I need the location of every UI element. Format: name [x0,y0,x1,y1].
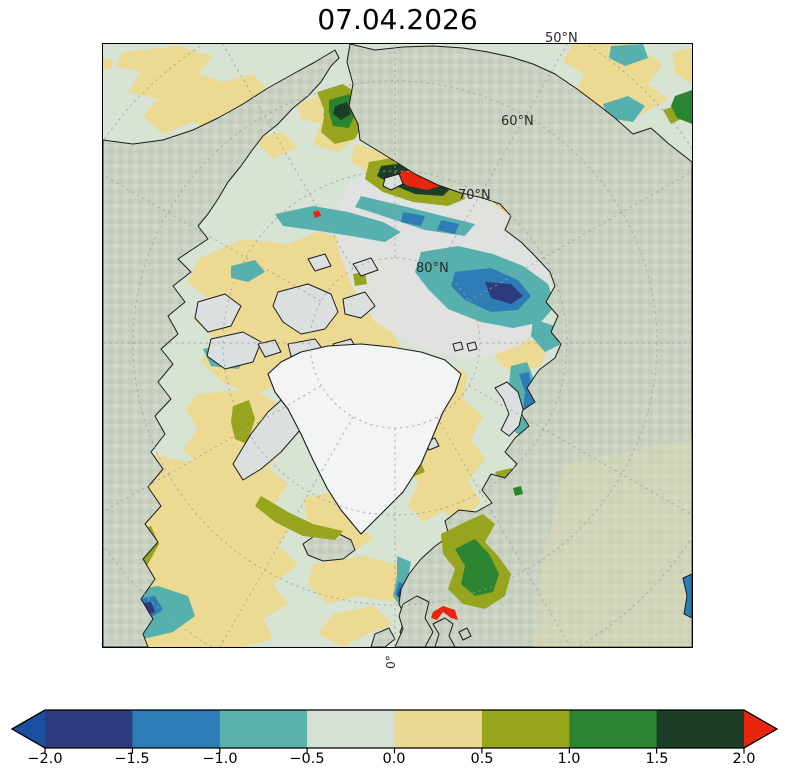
se-land-tint [533,439,692,647]
colorbar-tick-marks [44,748,745,754]
colorbar-tick-label: 0.5 [470,751,494,767]
ellesmere-island [272,283,339,335]
colorbar-tick-label: 1.5 [645,751,669,767]
baltic-green [455,539,499,596]
colorbar-under-arrow [12,710,45,748]
colorbar-band [394,710,483,748]
colorbar-band [45,710,133,748]
north-america-mainland [103,49,340,647]
land-layer [103,44,692,647]
colorbar-band [219,710,308,748]
polar-map [102,43,693,648]
colorbar-band [569,710,658,748]
denmark-red-spot [431,606,458,620]
colorbar-tick-label: −1.0 [202,751,238,767]
novaya-zemlya [494,381,524,437]
ireland [370,627,396,647]
banks-island [194,293,242,333]
lon-label-0: 0° [383,655,398,669]
denmark-isle [458,627,472,641]
colorbar-tick-labels: −2.0 −1.5 −1.0 −0.5 0.0 0.5 1.0 1.5 2.0 [0,751,795,777]
russia-eurasia [346,44,692,647]
denmark [432,617,456,647]
colorbar-tick-label: 2.0 [732,751,756,767]
colorbar-canvas [10,709,779,754]
polar-map-canvas [103,44,692,647]
lat-label-70n: 70°N [458,188,491,203]
colorbar-over-arrow [744,710,777,748]
figure-title: 07.04.2026 [317,3,478,36]
colorbar-tick-label: −0.5 [289,751,325,767]
uk [394,595,434,647]
colorbar-tick-label: 0.0 [382,751,406,767]
victoria-island [206,331,262,370]
colorbar-band [481,710,570,748]
lat-label-60n: 60°N [501,114,534,129]
right-edge-lake [682,573,692,619]
greenland [267,343,462,535]
colorbar-band [656,710,744,748]
colorbar [0,705,795,783]
graticule-layer [103,44,692,647]
colorbar-band [307,710,396,748]
sw-greenland-olive [255,496,343,540]
colorbar-tick-label: 1.0 [557,751,581,767]
colorbar-tick-label: −2.0 [27,751,63,767]
lat-label-80n: 80°N [416,261,449,276]
colorbar-band [132,710,221,748]
colorbar-tick-label: −1.5 [114,751,150,767]
land-anomaly-layer [255,439,692,647]
kanin-green [513,486,523,496]
lat-label-50n: 50°N [545,31,578,46]
